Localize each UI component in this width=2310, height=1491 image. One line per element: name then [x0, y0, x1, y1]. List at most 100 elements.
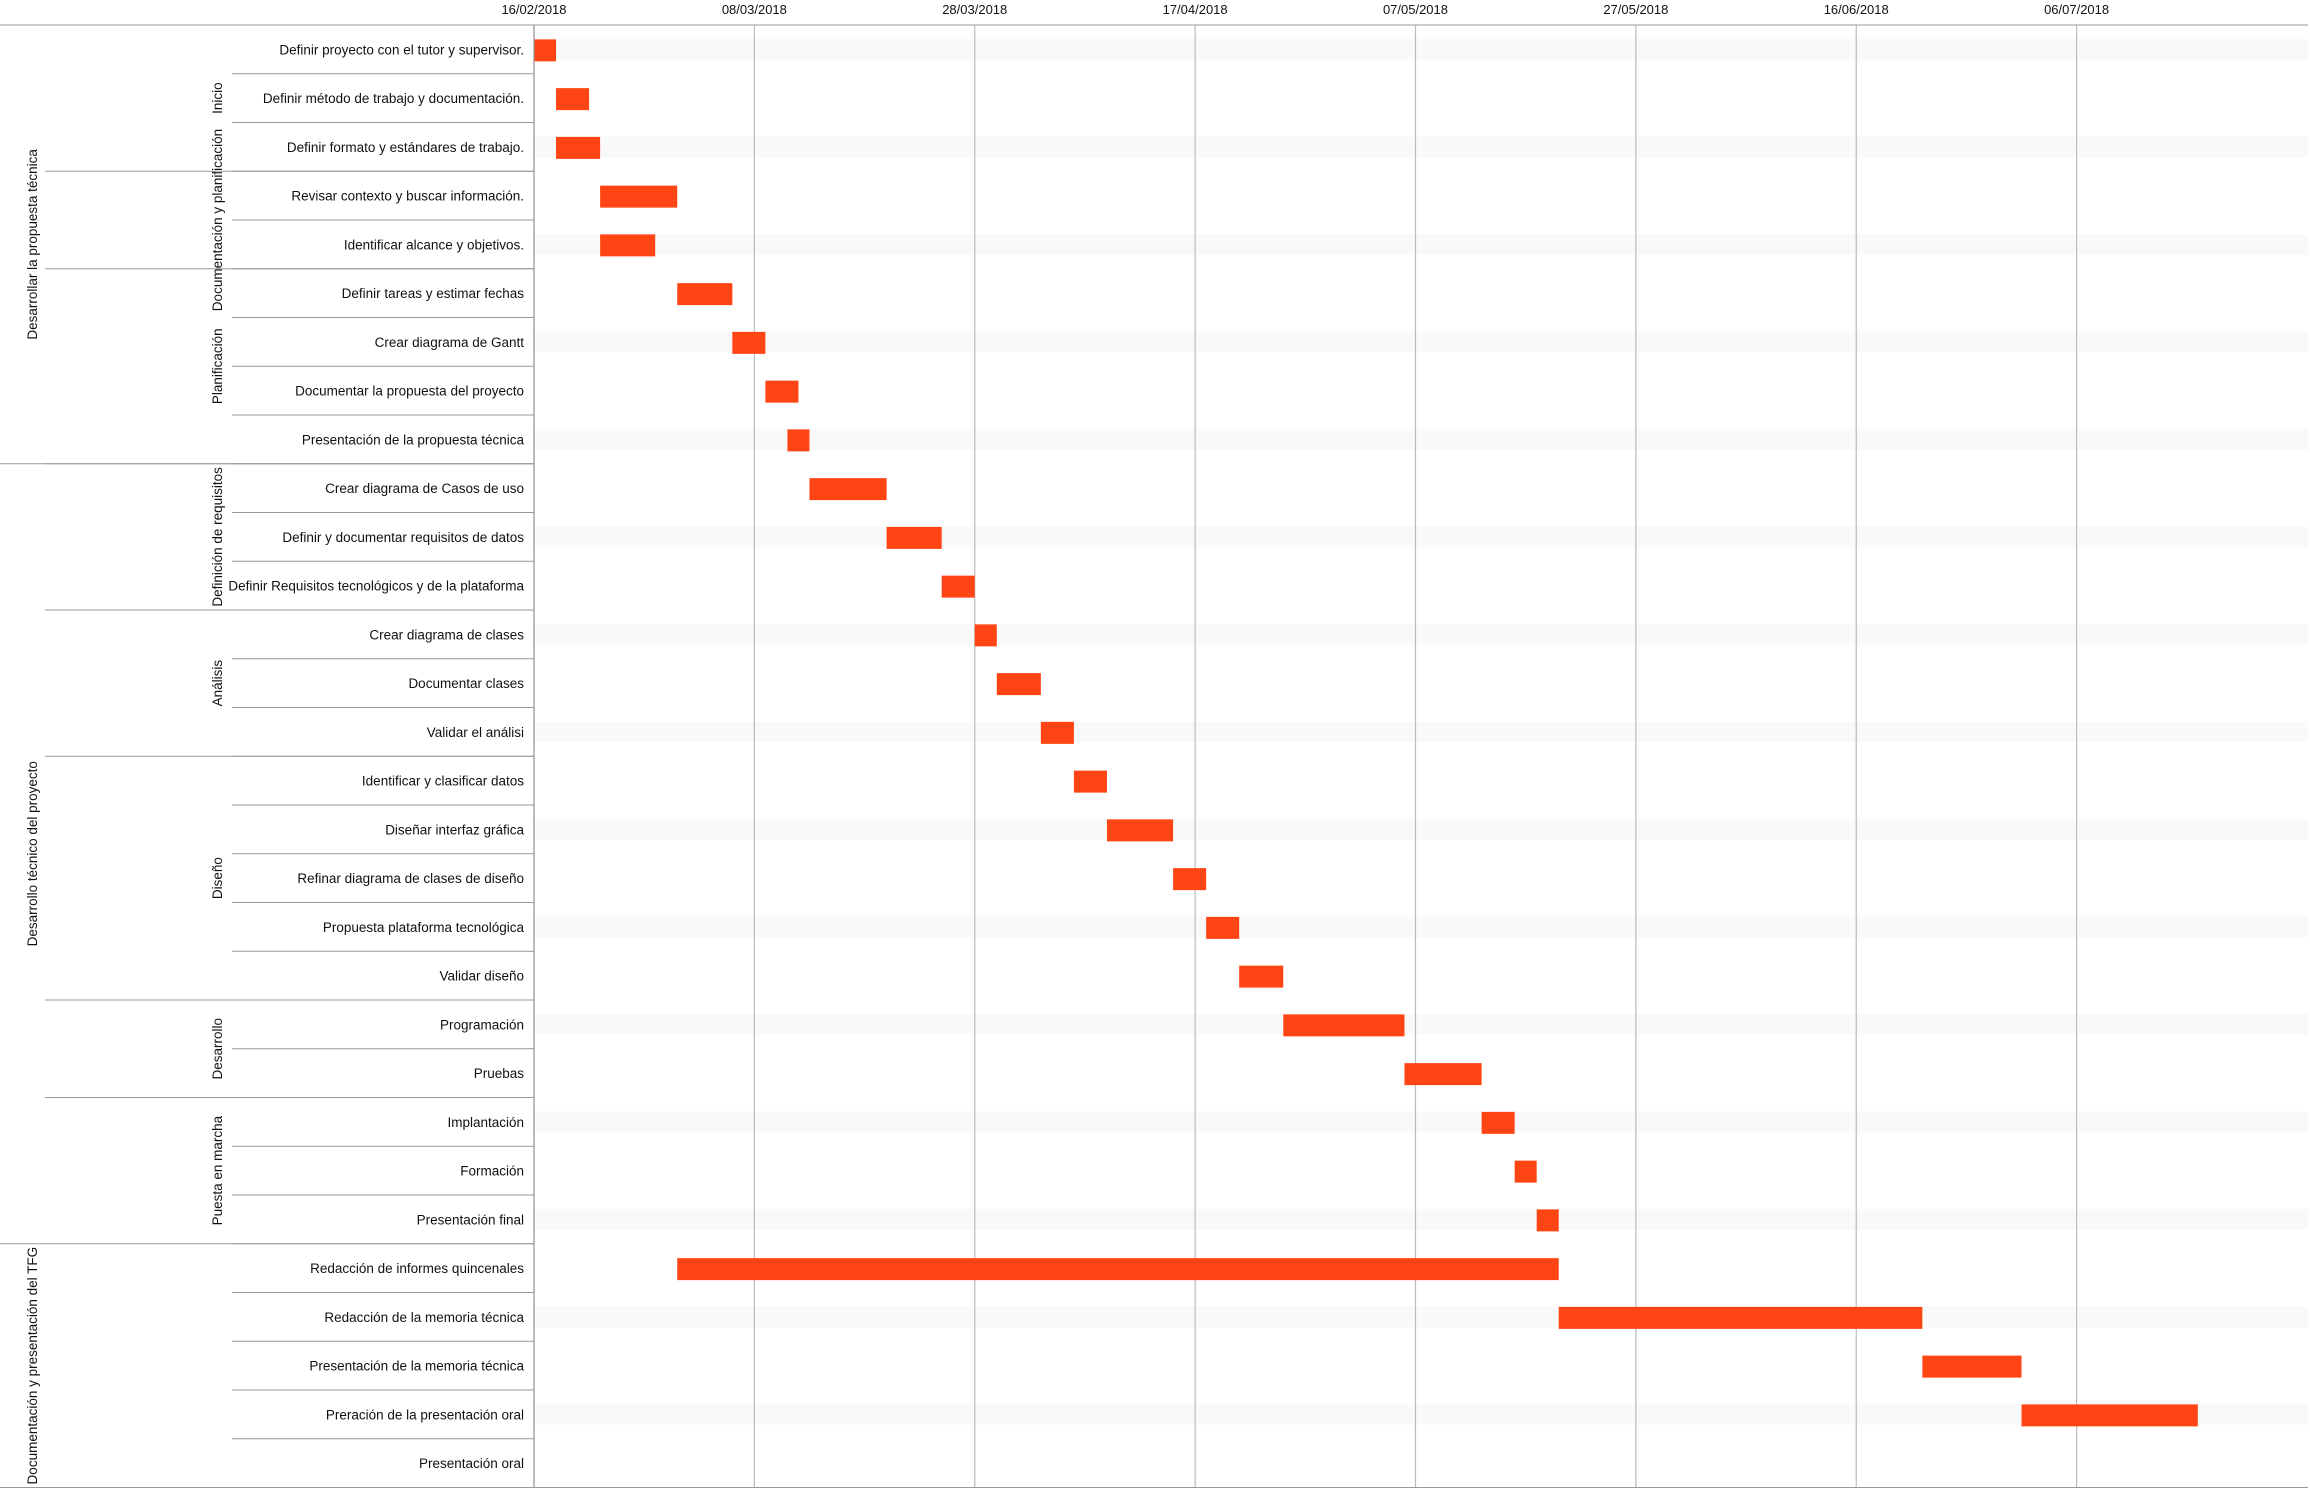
row-stripe [534, 1209, 2308, 1230]
task-label: Crear diagrama de Casos de uso [325, 481, 524, 496]
task-label: Implantación [447, 1115, 524, 1130]
row-stripe [534, 819, 2308, 840]
task-label: Presentación de la memoria técnica [309, 1359, 524, 1374]
subphase-label: Definición de requisitos [210, 467, 225, 607]
task-label: Diseñar interfaz gráfica [385, 822, 524, 837]
task-label: Definir y documentar requisitos de datos [282, 530, 524, 545]
row-stripe [534, 429, 2308, 450]
date-tick-label: 07/05/2018 [1383, 2, 1448, 17]
phase-labels: Desarrollar la propuesta técnica Desarrol… [25, 149, 40, 1485]
task-bar [1404, 1063, 1482, 1086]
task-bar [2021, 1404, 2198, 1427]
date-tick-label: 17/04/2018 [1163, 2, 1228, 17]
subphase-label: Diseño [210, 857, 225, 899]
subphase-label: Inicio [210, 82, 225, 114]
row-stripe [534, 526, 2308, 548]
task-bar [996, 673, 1041, 696]
row-stripe [534, 331, 2308, 353]
row-stripe [534, 234, 2308, 255]
task-label: Formación [460, 1164, 524, 1179]
task-bar [556, 88, 590, 111]
task-label: Definir Requisitos tecnológicos y de la … [228, 579, 524, 594]
task-bar [941, 575, 975, 598]
task-label: Validar diseño [439, 969, 524, 984]
task-bar [1283, 1014, 1405, 1037]
row-stripe [534, 136, 2308, 158]
task-bar [677, 1258, 1559, 1281]
task-label: Redacción de informes quincenales [310, 1261, 524, 1276]
task-bar [1922, 1355, 2022, 1378]
task-bar [1558, 1306, 1923, 1329]
task-label: Pruebas [474, 1066, 525, 1081]
date-tick-label: 16/02/2018 [501, 2, 566, 17]
task-label: Programación [440, 1017, 524, 1032]
task-label: Redacción de la memoria técnica [324, 1310, 524, 1325]
task-label: Identificar alcance y objetivos. [344, 237, 524, 252]
task-label: Presentación de la propuesta técnica [302, 432, 525, 447]
date-tick-label: 08/03/2018 [722, 2, 787, 17]
task-bar [600, 185, 678, 208]
task-label: Preración de la presentación oral [326, 1407, 524, 1422]
phase-label: Documentación y presentación del TFG [25, 1247, 40, 1485]
task-bar [787, 429, 810, 452]
phase-label: Desarrollar la propuesta técnica [25, 149, 40, 340]
row-stripe [534, 1306, 2308, 1328]
task-bar [1173, 868, 1207, 891]
task-label: Revisar contexto y buscar información. [291, 189, 524, 204]
task-bar [1239, 965, 1284, 988]
subphase-label: Desarrollo [210, 1018, 225, 1080]
task-label: Presentación oral [419, 1456, 524, 1471]
date-tick-label: 28/03/2018 [942, 2, 1007, 17]
task-bar [1514, 1160, 1537, 1183]
task-bar [1481, 1111, 1515, 1134]
date-tick-label: 06/07/2018 [2044, 2, 2109, 17]
task-bar [600, 234, 656, 257]
task-label: Refinar diagrama de clases de diseño [297, 871, 524, 886]
date-tick-labels: 16/02/2018 08/03/2018 28/03/2018 17/04/2018… [501, 2, 2109, 17]
row-stripe [534, 1014, 2308, 1035]
chart-frame [0, 24, 2308, 1488]
task-label: Presentación final [417, 1212, 524, 1227]
subphase-label: Puesta en marcha [210, 1115, 225, 1225]
task-bar [1073, 770, 1107, 793]
task-label: Crear diagrama de Gantt [375, 335, 525, 350]
row-stripe [534, 624, 2308, 645]
task-label: Definir formato y estándares de trabajo. [287, 140, 524, 155]
task-bar [556, 136, 601, 159]
task-bar [1040, 721, 1074, 744]
task-bar [809, 478, 887, 501]
task-label: Validar el análisi [427, 725, 524, 740]
task-bar [677, 283, 733, 306]
task-bar [1536, 1209, 1559, 1232]
task-labels: Definir proyecto con el tutor y supervis… [228, 42, 524, 1471]
task-label: Crear diagrama de clases [369, 627, 524, 642]
row-stripe [534, 1111, 2308, 1133]
row-backgrounds [534, 39, 2308, 1425]
subphase-label: Documentación y planificación [210, 129, 225, 311]
task-label: Definir tareas y estimar fechas [342, 286, 525, 301]
task-bar [732, 331, 766, 354]
task-label: Definir método de trabajo y documentació… [263, 91, 524, 106]
date-tick-label: 16/06/2018 [1824, 2, 1889, 17]
task-bar [534, 39, 557, 62]
row-stripe [534, 721, 2308, 743]
row-stripe [534, 39, 2308, 60]
task-bar [1106, 819, 1174, 842]
task-label: Documentar clases [408, 676, 524, 691]
subphase-labels: Inicio Documentación y planificación Plani… [210, 82, 225, 1225]
task-label: Documentar la propuesta del proyecto [295, 384, 524, 399]
date-tick-label: 27/05/2018 [1603, 2, 1668, 17]
task-label: Propuesta plataforma tecnológica [323, 920, 525, 935]
task-bar [1206, 916, 1240, 939]
subphase-label: Análisis [210, 660, 225, 707]
task-bar [765, 380, 799, 403]
phase-label: Desarrollo técnico del proyecto [25, 761, 40, 946]
subphase-label: Planificación [210, 328, 225, 404]
task-bar [886, 526, 942, 549]
task-bar [974, 624, 997, 647]
task-label: Definir proyecto con el tutor y supervis… [279, 42, 524, 57]
row-stripe [534, 1404, 2308, 1425]
task-label: Identificar y clasificar datos [362, 774, 524, 789]
row-stripe [534, 916, 2308, 938]
